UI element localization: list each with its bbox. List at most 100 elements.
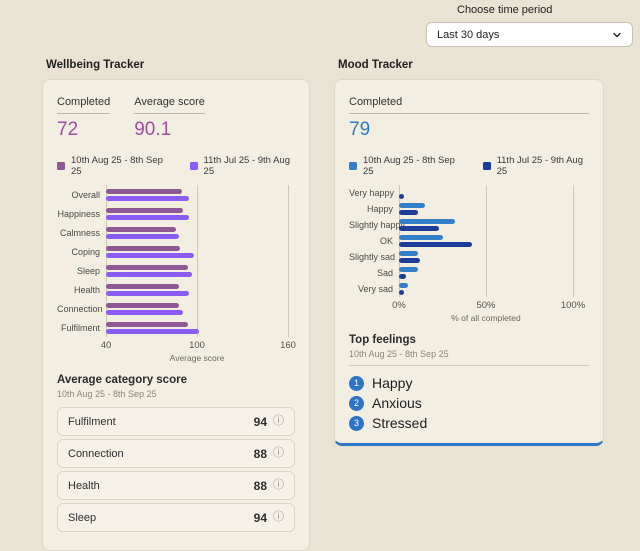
chart-bar-group <box>106 283 288 296</box>
chart-row: Overall <box>57 185 295 204</box>
score-value: 88 <box>253 478 267 493</box>
chart-bar[interactable] <box>106 214 190 220</box>
chart-bar[interactable] <box>399 290 405 295</box>
gridline <box>106 185 107 337</box>
chart-bar-group <box>399 235 573 247</box>
feeling-rank-badge: 1 <box>349 375 364 391</box>
average-category-score-section: Average category score 10th Aug 25 - 8th… <box>57 374 295 399</box>
category-score-card: Connection 88 ⓘ <box>57 439 295 468</box>
category-score-card: Health 88 ⓘ <box>57 471 295 500</box>
top-feelings-date: 10th Aug 25 - 8th Sep 25 <box>349 349 449 359</box>
stat-completed-value: 79 <box>349 119 371 140</box>
score-value-group: 88 ⓘ <box>254 479 284 493</box>
stat-completed: Completed 79 <box>349 93 589 141</box>
axis-tick-label: 0% <box>392 300 406 311</box>
chart-bar[interactable] <box>106 309 184 315</box>
gridline <box>288 185 289 337</box>
feeling-rank-badge: 3 <box>349 415 364 431</box>
legend-item[interactable]: 10th Aug 25 - 8th Sep 25 <box>57 155 168 177</box>
chart-bar-group <box>106 321 288 334</box>
chart-row: Happiness <box>57 204 295 223</box>
score-value-group: 88 ⓘ <box>254 447 284 461</box>
chart-category-label: Sad <box>376 268 393 278</box>
chart-bar-group <box>106 245 288 258</box>
chart-bar[interactable] <box>399 242 473 247</box>
category-score-card: Sleep 94 ⓘ <box>57 503 295 532</box>
chart-bar[interactable] <box>106 302 179 308</box>
chart-bar[interactable] <box>399 210 419 215</box>
time-period-label: Choose time period <box>457 4 553 16</box>
chart-bar[interactable] <box>106 195 190 201</box>
chart-bar-group <box>399 283 573 295</box>
chart-bar-group <box>399 203 573 215</box>
average-category-score-date: 10th Aug 25 - 8th Sep 25 <box>57 389 157 399</box>
chart-bar-group <box>399 187 573 199</box>
chart-bar[interactable] <box>106 233 179 239</box>
score-value-group: 94 ⓘ <box>254 511 284 525</box>
wellbeing-chart: Overall Happiness Calmness Coping Sleep Healt… <box>57 185 296 363</box>
x-axis-title: % of all completed <box>451 313 521 323</box>
chart-bar[interactable] <box>399 267 419 272</box>
mood-panel-title: Mood Tracker <box>338 59 413 71</box>
legend-item[interactable]: 10th Aug 25 - 8th Sep 25 <box>349 155 461 177</box>
chart-bar[interactable] <box>106 328 199 334</box>
legend-item[interactable]: 11th Jul 25 - 9th Aug 25 <box>482 155 589 177</box>
chart-category-label: Slightly sad <box>349 252 396 262</box>
score-label: Sleep <box>68 511 97 524</box>
score-label: Fulfilment <box>68 415 116 428</box>
chart-category-label: Connection <box>57 303 103 314</box>
chart-bar[interactable] <box>399 258 420 263</box>
chart-bar[interactable] <box>399 203 426 208</box>
gridline <box>486 185 487 297</box>
chart-bar[interactable] <box>399 226 440 231</box>
info-icon[interactable]: ⓘ <box>273 511 284 523</box>
chart-bar[interactable] <box>106 271 193 277</box>
chart-bar[interactable] <box>106 188 182 194</box>
score-value-group: 94 ⓘ <box>254 415 284 429</box>
wellbeing-panel-title: Wellbeing Tracker <box>46 59 145 71</box>
info-icon[interactable]: ⓘ <box>273 415 284 427</box>
legend-label: 11th Jul 25 - 9th Aug 25 <box>496 155 584 177</box>
chart-bar[interactable] <box>106 264 188 270</box>
chart-category-label: Slightly happy <box>349 220 406 230</box>
chart-bar[interactable] <box>106 283 179 289</box>
gridline <box>197 185 198 337</box>
wellbeing-legend: 10th Aug 25 - 8th Sep 25 11th Jul 25 - 9… <box>57 155 295 177</box>
chart-bar[interactable] <box>106 207 184 213</box>
chart-row: Sleep <box>57 261 295 280</box>
chart-row: Very happy <box>349 185 589 201</box>
legend-label: 10th Aug 25 - 8th Sep 25 <box>71 155 163 177</box>
legend-item[interactable]: 11th Jul 25 - 9th Aug 25 <box>189 155 295 177</box>
stat-completed-value: 72 <box>57 119 79 140</box>
legend-label: 11th Jul 25 - 9th Aug 25 <box>203 155 290 177</box>
time-period-select[interactable]: Last 30 days <box>426 22 633 47</box>
chart-bar[interactable] <box>106 252 194 258</box>
chart-bar[interactable] <box>399 251 419 256</box>
legend-swatch <box>189 162 198 170</box>
top-feeling-item: 3 Stressed <box>349 415 589 431</box>
chart-bar[interactable] <box>106 226 176 232</box>
chart-bar[interactable] <box>106 321 188 327</box>
chart-bar[interactable] <box>106 245 181 251</box>
stat-completed: Completed 72 <box>57 93 111 141</box>
score-value: 88 <box>253 446 267 461</box>
average-category-score-title: Average category score <box>57 374 187 386</box>
chart-row: Health <box>57 280 295 299</box>
chart-bar[interactable] <box>399 219 455 224</box>
info-icon[interactable]: ⓘ <box>273 447 284 459</box>
time-period-control: Choose time period Last 30 days <box>426 2 633 47</box>
chart-bar[interactable] <box>106 290 190 296</box>
chart-row: Very sad <box>349 281 589 297</box>
chart-category-label: Health <box>73 284 100 295</box>
category-score-card: Fulfilment 94 ⓘ <box>57 407 295 436</box>
chart-bar[interactable] <box>399 283 408 288</box>
mood-stats: Completed 79 <box>349 93 589 141</box>
chart-bar[interactable] <box>399 235 443 240</box>
top-feeling-item: 1 Happy <box>349 375 589 391</box>
chart-bar[interactable] <box>399 274 406 279</box>
chart-bar[interactable] <box>399 194 405 199</box>
top-feelings-list: 1 Happy 2 Anxious 3 Stressed <box>349 375 589 431</box>
info-icon[interactable]: ⓘ <box>273 479 284 491</box>
stat-average-score-label: Average score <box>134 93 205 114</box>
x-axis-title: Average score <box>169 353 225 363</box>
